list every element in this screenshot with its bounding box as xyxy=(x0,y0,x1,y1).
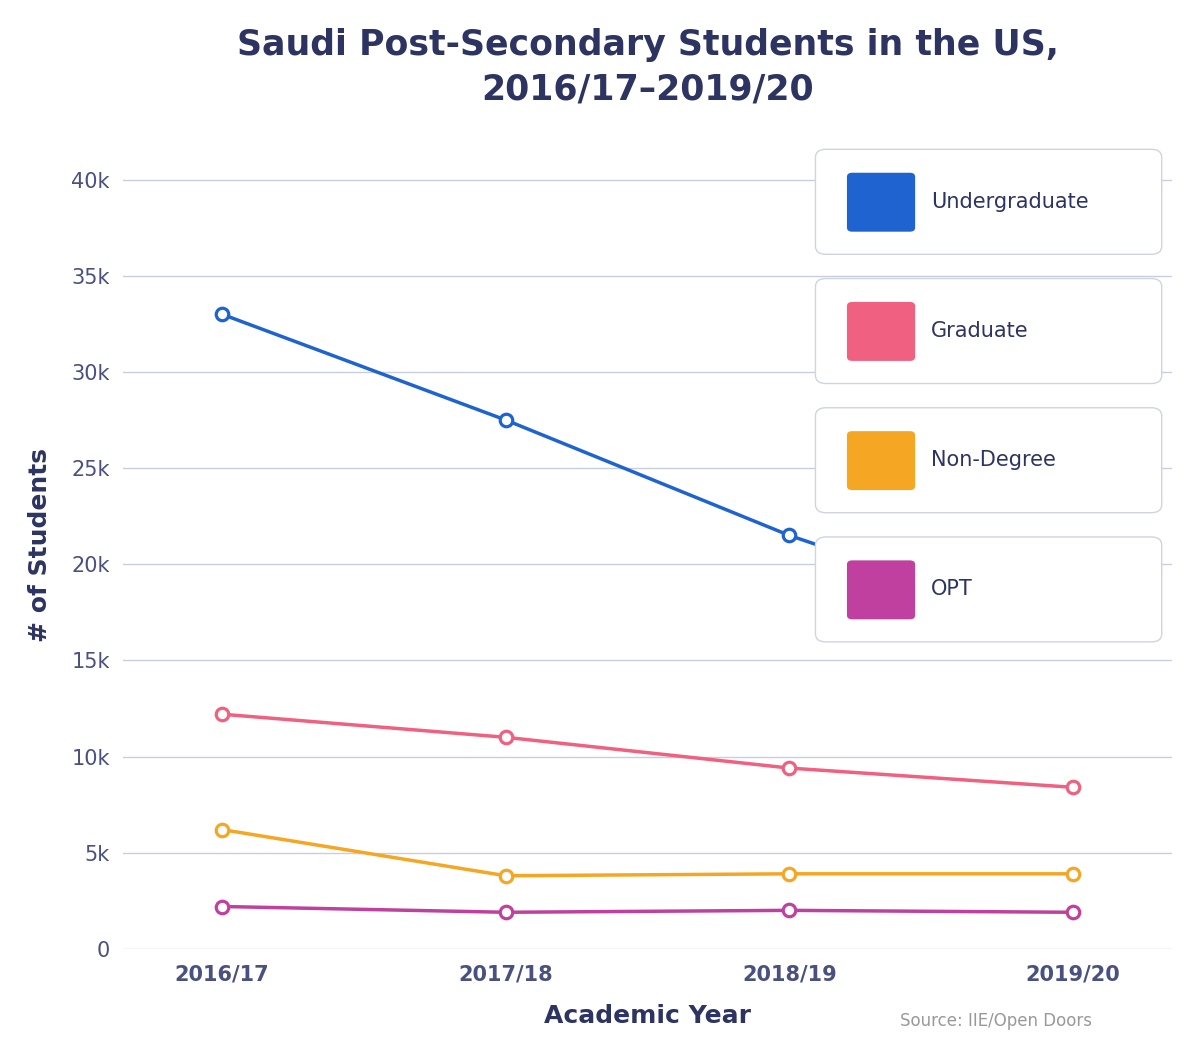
Title: Saudi Post-Secondary Students in the US,
2016/17–2019/20: Saudi Post-Secondary Students in the US,… xyxy=(236,27,1058,107)
FancyBboxPatch shape xyxy=(816,279,1162,383)
Text: Undergraduate: Undergraduate xyxy=(931,192,1088,212)
Text: Graduate: Graduate xyxy=(931,321,1028,341)
Text: Source: IIE/Open Doors: Source: IIE/Open Doors xyxy=(900,1012,1092,1030)
FancyBboxPatch shape xyxy=(847,173,916,231)
Y-axis label: # of Students: # of Students xyxy=(28,448,52,642)
FancyBboxPatch shape xyxy=(816,536,1162,642)
FancyBboxPatch shape xyxy=(847,431,916,490)
FancyBboxPatch shape xyxy=(847,561,916,619)
X-axis label: Academic Year: Academic Year xyxy=(544,1004,751,1029)
FancyBboxPatch shape xyxy=(847,302,916,361)
Text: OPT: OPT xyxy=(931,580,973,600)
Text: Non-Degree: Non-Degree xyxy=(931,450,1056,470)
FancyBboxPatch shape xyxy=(816,149,1162,254)
FancyBboxPatch shape xyxy=(816,408,1162,513)
